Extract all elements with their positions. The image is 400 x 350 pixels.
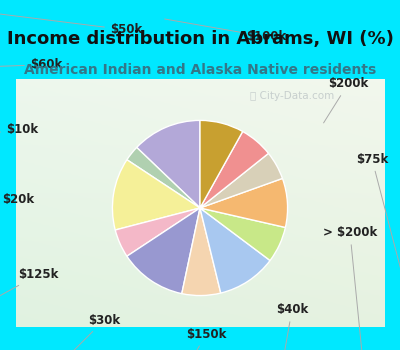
Wedge shape <box>182 208 221 295</box>
Wedge shape <box>200 153 282 208</box>
Wedge shape <box>127 208 200 294</box>
Text: $50k: $50k <box>0 1 142 36</box>
Wedge shape <box>200 208 285 260</box>
Text: $40k: $40k <box>232 303 308 350</box>
Wedge shape <box>127 147 200 208</box>
Wedge shape <box>112 160 200 230</box>
Wedge shape <box>200 120 243 208</box>
Text: $200k: $200k <box>324 77 368 123</box>
Text: $10k: $10k <box>0 123 38 174</box>
Wedge shape <box>137 120 200 208</box>
Wedge shape <box>200 208 270 293</box>
Text: $125k: $125k <box>0 268 58 350</box>
Wedge shape <box>200 178 288 228</box>
Wedge shape <box>115 208 200 256</box>
Wedge shape <box>200 132 268 208</box>
Text: $75k: $75k <box>356 153 400 288</box>
Text: Income distribution in Abrams, WI (%): Income distribution in Abrams, WI (%) <box>6 30 394 48</box>
Text: > $200k: > $200k <box>323 226 377 350</box>
Text: $150k: $150k <box>0 328 226 350</box>
Text: $30k: $30k <box>0 314 120 350</box>
Text: $20k: $20k <box>0 193 34 328</box>
Text: $60k: $60k <box>0 58 62 75</box>
Text: ⓘ City-Data.com: ⓘ City-Data.com <box>250 91 334 101</box>
Text: American Indian and Alaska Native residents: American Indian and Alaska Native reside… <box>24 63 376 77</box>
Text: $100k: $100k <box>165 19 286 43</box>
